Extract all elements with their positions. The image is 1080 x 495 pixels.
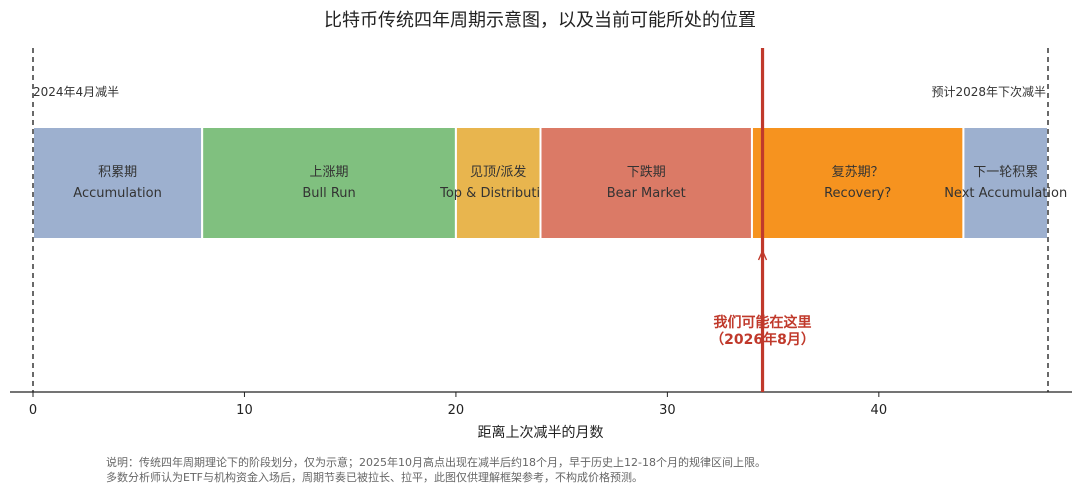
phase-label-en-2: Top & Distribution [439,186,556,201]
phase-label-cn-4: 复苏期？ [832,164,884,180]
footnote-line-2: 多数分析师认为ETF与机构资金入场后，周期节奏已被拉长、拉平，此图仅供理解框架参… [106,471,643,484]
footnote: 说明：传统四年周期理论下的阶段划分，仅为示意；2025年10月高点出现在减半后约… [106,455,1006,485]
phase-label-cn-1: 上涨期 [310,165,349,180]
phase-label-en-4: Recovery? [824,186,891,201]
current-label-line-1: 我们可能在这里 [714,314,812,331]
halving-label-0: 2024年4月减半 [33,85,119,99]
cycle-timeline-chart: 积累期 Accumulation 上涨期 Bull Run 见顶/派发 Top & Dis… [10,48,1072,441]
x-tick-label-10: 10 [236,403,253,418]
current-arrow-head [757,249,768,261]
x-tick-label-40: 40 [871,403,888,418]
phase-label-cn-2: 见顶/派发 [470,164,526,180]
current-position-marker: 我们可能在这里（2026年8月） [710,48,815,392]
phase-label-en-0: Accumulation [73,186,162,201]
x-axis-label: 距离上次减半的月数 [478,424,604,441]
x-tick-label-20: 20 [448,403,465,418]
x-axis: 0 10 20 30 40 距离上次减半的月数 [10,391,1072,441]
phase-bar-3 [539,126,753,240]
phase-label-cn-5: 下一轮积累 [973,165,1038,180]
phase-bar-4 [750,126,965,240]
phase-label-cn-3: 下跌期 [627,164,666,180]
current-label-line-2: （2026年8月） [710,331,815,348]
x-tick-label-30: 30 [659,403,676,418]
x-tick-label-0: 0 [29,403,37,418]
phase-bar-5 [962,126,1050,240]
footnote-line-1: 说明：传统四年周期理论下的阶段划分，仅为示意；2025年10月高点出现在减半后约… [106,456,766,469]
chart-title: 比特币传统四年周期示意图，以及当前可能所处的位置 [324,10,756,31]
halving-markers: 2024年4月减半 预计2028年下次减半 [32,48,1049,392]
phase-label-en-5: Next Accumulation [944,186,1067,201]
phase-label-en-1: Bull Run [302,186,355,201]
phase-label-en-3: Bear Market [607,186,686,201]
phase-bar-0 [32,126,204,240]
halving-label-1: 预计2028年下次减半 [931,85,1046,99]
phase-label-cn-0: 积累期 [98,165,137,180]
phase-segments: 积累期 Accumulation 上涨期 Bull Run 见顶/派发 Top & Dis… [32,126,1067,240]
phase-bar-1 [201,126,457,240]
phase-bar-2 [454,126,542,240]
